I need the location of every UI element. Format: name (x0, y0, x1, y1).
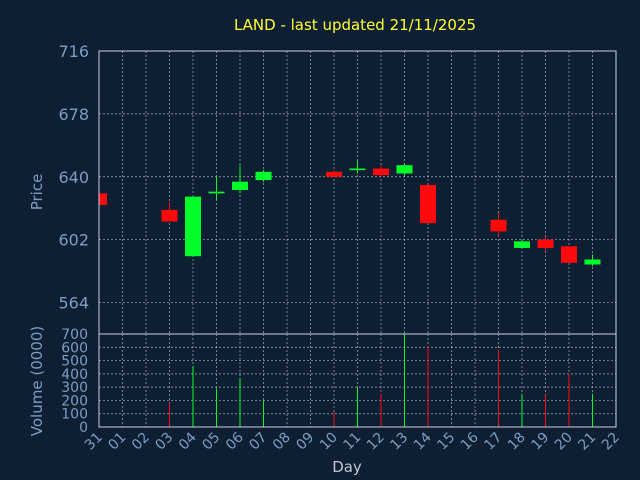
candle-body (514, 241, 530, 248)
candle (349, 160, 366, 174)
candle (161, 201, 178, 222)
candle-body (537, 239, 554, 248)
candle-body (420, 185, 436, 224)
candle (185, 196, 201, 257)
volume-axis-label: Volume (0000) (28, 326, 46, 436)
volume-tick-label: 300 (61, 380, 88, 396)
candle-body (232, 181, 248, 191)
x-axis-label: Day (332, 458, 362, 476)
candle (208, 176, 225, 200)
volume-tick-label: 200 (61, 393, 88, 409)
candle (584, 254, 601, 267)
candle (396, 163, 413, 176)
candle-body (208, 191, 225, 194)
volume-tick-label: 600 (61, 340, 88, 356)
candle-body (326, 171, 342, 177)
candle-body (396, 165, 413, 174)
candle (514, 239, 530, 248)
candle-body (373, 168, 389, 176)
candle (98, 193, 107, 207)
candle-body (490, 219, 507, 232)
volume-tick-label: 400 (61, 367, 88, 383)
candle-body (161, 209, 178, 222)
candle-body (185, 196, 201, 257)
candles (98, 160, 601, 267)
candle (232, 165, 248, 194)
candle-body (584, 259, 601, 265)
candle (373, 165, 389, 177)
candle-body (349, 168, 366, 171)
volume-bars (169, 334, 593, 427)
volume-tick-label: 100 (61, 407, 88, 423)
price-tick-label: 716 (58, 42, 89, 61)
x-tick-labels: 31 01 02 03 04 05 06 07 08 09 10 11 12 13 14 15 16 17 18 19… (82, 429, 623, 453)
price-axis-label: Price (28, 174, 46, 211)
candle (420, 185, 436, 224)
candle (561, 246, 577, 263)
chart-title: LAND - last updated 21/11/2025 (234, 16, 476, 34)
candle-body (561, 246, 577, 263)
volume-tick-label: 700 (61, 327, 88, 343)
candle (326, 170, 342, 177)
volume-tick-label: 0 (79, 420, 88, 436)
candle (537, 236, 554, 252)
candle-body (255, 171, 272, 181)
candle-body (99, 193, 107, 205)
volume-panel-frame (98, 333, 617, 428)
candle (490, 213, 507, 237)
price-tick-label: 602 (58, 231, 89, 250)
price-tick-labels: 716 678 640 602 564 (58, 42, 89, 313)
volume-tick-label: 500 (61, 354, 88, 370)
price-tick-label: 678 (58, 105, 89, 124)
price-tick-label: 640 (58, 168, 89, 187)
price-tick-label: 564 (58, 294, 89, 313)
candle (255, 170, 272, 182)
